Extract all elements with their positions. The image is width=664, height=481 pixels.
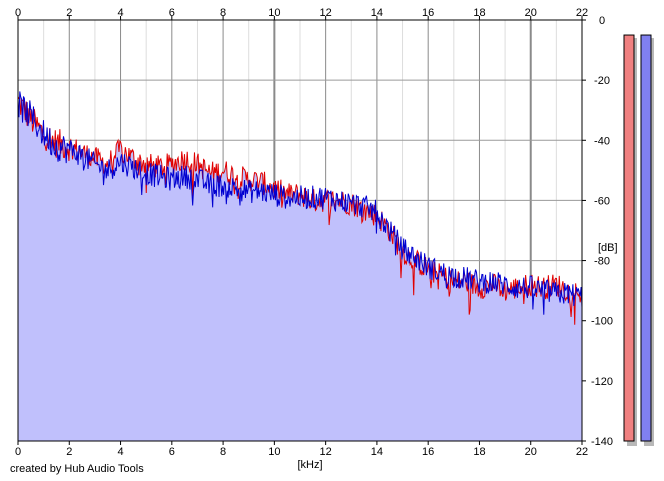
x-tick-label-bottom: 6 [169, 446, 175, 458]
x-tick-label-top: 6 [169, 7, 175, 19]
x-tick-label-top: 18 [473, 7, 485, 19]
plot-frame [17, 16, 586, 445]
level-meter-1 [623, 34, 635, 442]
x-tick-label-top: 0 [15, 7, 21, 19]
x-tick-label-bottom: 14 [371, 446, 383, 458]
spectrum-area [18, 91, 582, 442]
credit-text: created by Hub Audio Tools [10, 463, 144, 475]
y-tick-label: -140 [591, 436, 613, 448]
x-tick-label-bottom: 10 [268, 446, 280, 458]
x-tick-label-top: 4 [117, 7, 123, 19]
x-tick-label-bottom: 20 [525, 446, 537, 458]
x-tick-label-bottom: 8 [220, 446, 226, 458]
series-lines [17, 91, 583, 325]
y-tick-label: -40 [594, 135, 610, 147]
spectrum-fill [18, 91, 582, 442]
x-tick-label-bottom: 12 [320, 446, 332, 458]
level-meter-2 [640, 34, 652, 442]
plot-border [17, 19, 583, 442]
x-axis-label: [kHz] [297, 459, 322, 471]
x-tick-label-bottom: 18 [473, 446, 485, 458]
x-tick-label-bottom: 16 [422, 446, 434, 458]
x-tick-label-top: 20 [525, 7, 537, 19]
x-tick-label-top: 2 [66, 7, 72, 19]
x-tick-label-top: 16 [422, 7, 434, 19]
y-tick-label: -120 [591, 376, 613, 388]
y-tick-label: -60 [594, 195, 610, 207]
y-axis-label: [dB] [598, 242, 618, 254]
y-tick-labels: 0 -20 -40 -60 -80 -100 -120 -140 [591, 15, 613, 448]
x-tick-label-bottom: 22 [576, 446, 588, 458]
level-meters [623, 34, 654, 447]
x-tick-label-bottom: 0 [15, 446, 21, 458]
x-tick-label-bottom: 4 [117, 446, 123, 458]
y-tick-label: -20 [594, 75, 610, 87]
series-2-line [17, 91, 583, 315]
x-tick-label-bottom: 2 [66, 446, 72, 458]
x-tick-label-top: 14 [371, 7, 383, 19]
y-tick-label: -80 [594, 256, 610, 268]
x-tick-label-top: 22 [576, 7, 588, 19]
x-tick-label-top: 12 [320, 7, 332, 19]
x-tick-label-top: 10 [268, 7, 280, 19]
y-tick-label: 0 [599, 15, 605, 27]
x-tick-label-top: 8 [220, 7, 226, 19]
y-tick-label: -100 [591, 316, 613, 328]
